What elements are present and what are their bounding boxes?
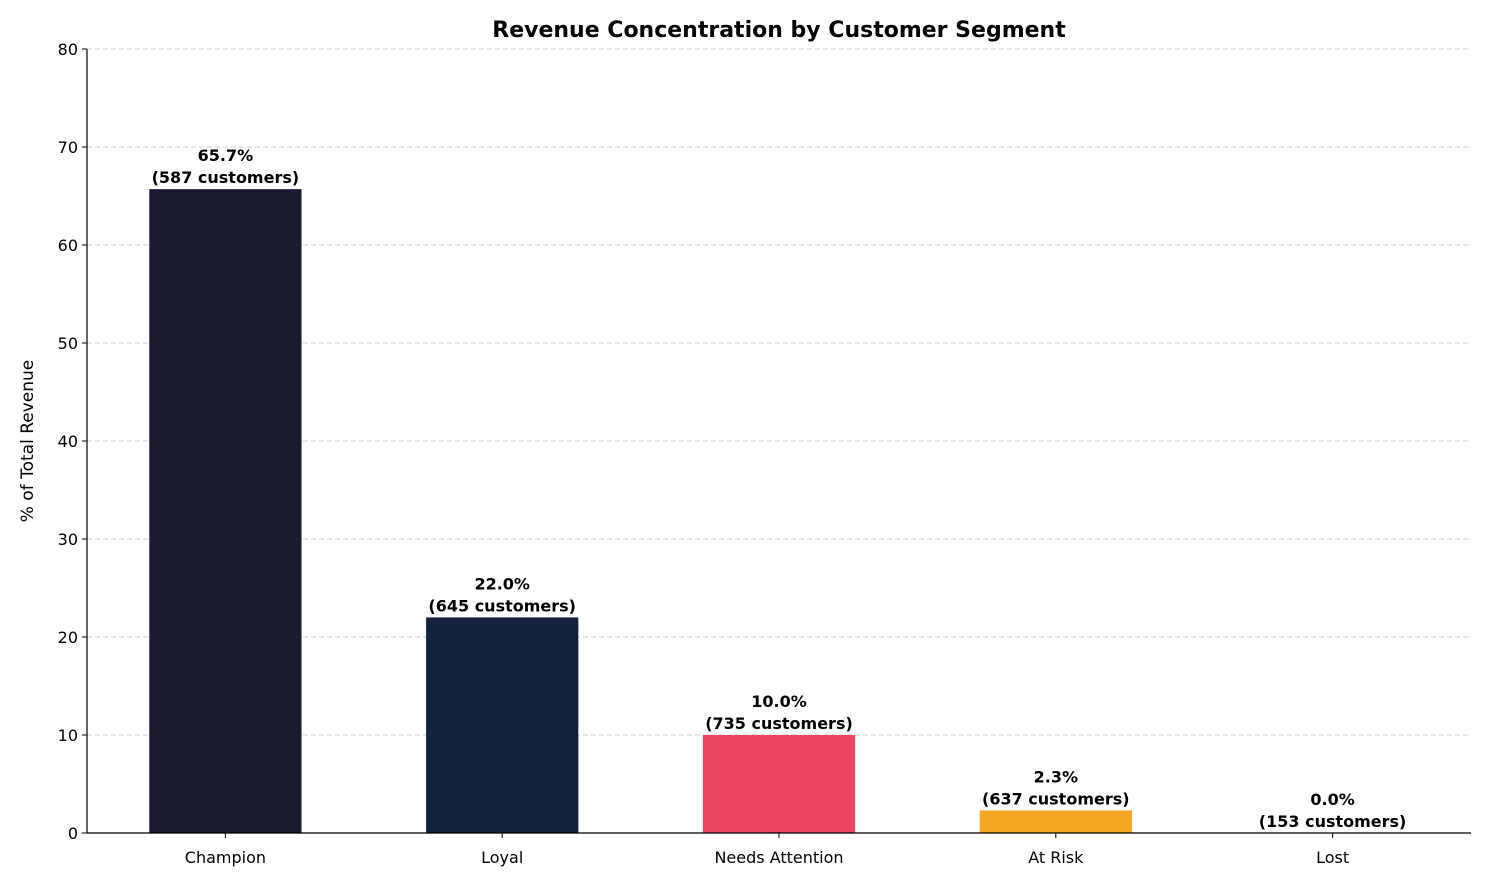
data-label-value: 0.0% — [1310, 790, 1354, 809]
x-tick-label: Needs Attention — [714, 848, 843, 867]
y-tick-label: 0 — [68, 824, 78, 843]
y-tick-label: 30 — [58, 530, 78, 549]
y-tick-label: 20 — [58, 628, 78, 647]
data-label-value: 22.0% — [474, 574, 530, 593]
data-label-count: (587 customers) — [152, 168, 300, 187]
y-tick-label: 10 — [58, 726, 78, 745]
data-label-count: (153 customers) — [1259, 812, 1407, 831]
bar-champion — [149, 189, 302, 833]
bar-loyal — [426, 617, 579, 833]
bars: 65.7% (587 customers) 22.0% (645 customers)… — [149, 146, 1406, 833]
bar-needs-attention — [702, 735, 856, 833]
axes: 0 10 20 30 40 50 60 70 80 Champion Loyal Needs Atte… — [58, 40, 1471, 867]
x-tick-label: Loyal — [481, 848, 523, 867]
y-tick-label: 70 — [58, 138, 78, 157]
x-tick-label: Champion — [185, 848, 266, 867]
x-tick-label: Lost — [1316, 848, 1349, 867]
y-tick-label: 60 — [58, 236, 78, 255]
bar-at-risk — [979, 810, 1132, 833]
data-label-value: 65.7% — [198, 146, 254, 165]
y-tick-label: 50 — [58, 334, 78, 353]
data-label-count: (637 customers) — [982, 789, 1130, 808]
x-tick-label: At Risk — [1028, 848, 1084, 867]
data-label-count: (735 customers) — [705, 714, 853, 733]
y-axis-label: % of Total Revenue — [18, 360, 38, 523]
data-label-value: 2.3% — [1034, 767, 1078, 786]
data-label-value: 10.0% — [751, 692, 807, 711]
y-tick-label: 80 — [58, 40, 78, 59]
data-label-count: (645 customers) — [428, 596, 576, 615]
y-tick-label: 40 — [58, 432, 78, 451]
chart-title: Revenue Concentration by Customer Segmen… — [492, 18, 1066, 43]
